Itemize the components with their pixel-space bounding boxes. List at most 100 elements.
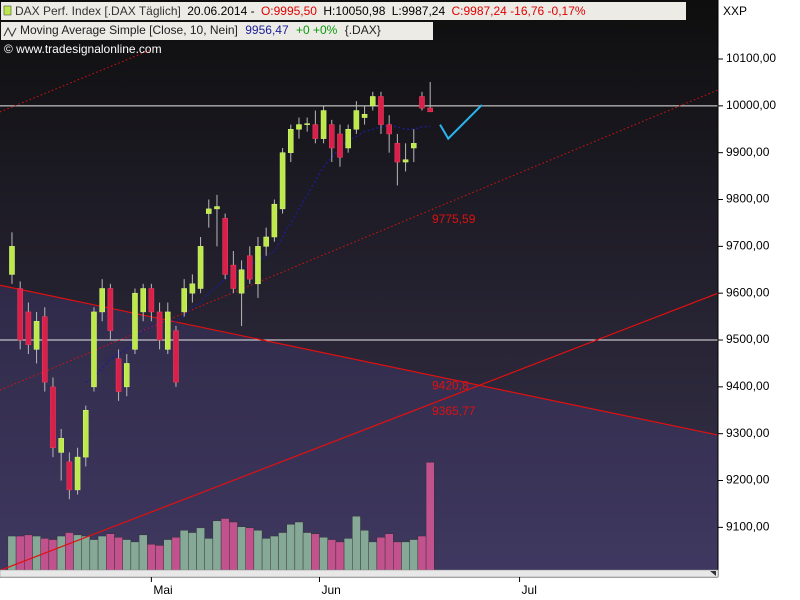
indicator-change: +0 +0%: [296, 23, 338, 37]
y-tick-label: 9400,00: [726, 379, 770, 393]
y-tick-label: 10000,00: [726, 98, 776, 112]
candle-body: [230, 264, 237, 289]
indicator: Moving Average Simple [Close, 10, Nein] …: [20, 23, 381, 37]
candle-body: [287, 129, 294, 153]
candle-body: [189, 283, 196, 294]
candle-body: [148, 288, 155, 313]
candle-body: [205, 208, 212, 214]
candle-body: [82, 410, 89, 458]
y-tick-label: 9800,00: [726, 192, 770, 206]
trendline: [0, 49, 152, 113]
x-tick-label: Jul: [522, 583, 537, 597]
candle-body: [140, 288, 146, 313]
candle-body: [238, 269, 245, 294]
candle-body: [132, 292, 138, 350]
symbol: DAX Perf. Index [.DAX Täglich]: [15, 4, 181, 18]
corner-label: XXP: [723, 4, 747, 18]
candle-body: [279, 152, 286, 210]
candle-body: [107, 288, 114, 331]
candle-body: [123, 363, 130, 388]
y-tick-label: 9300,00: [726, 426, 770, 440]
trendline: [0, 292, 718, 572]
candle-body: [337, 133, 343, 158]
volume-bar: [237, 526, 246, 577]
trendline: [0, 89, 718, 391]
indicator-box: [1, 22, 433, 40]
candle-body: [402, 159, 409, 163]
scrollbar[interactable]: [0, 569, 719, 578]
candle-body: [378, 96, 384, 125]
candle-body: [181, 288, 187, 313]
candle-body: [296, 124, 302, 130]
candle-body: [345, 129, 351, 149]
trendline: [0, 284, 718, 436]
plot-background: [0, 0, 718, 577]
candle-body: [263, 236, 269, 247]
candle-body: [164, 311, 171, 350]
low: L:9987,24: [392, 4, 446, 18]
ma-icon: [3, 26, 17, 38]
y-tick-label: 9200,00: [726, 473, 770, 487]
volume-bar: [196, 527, 205, 577]
candle-body: [410, 143, 417, 149]
y-tick-label: 9900,00: [726, 145, 770, 159]
candle-body: [17, 288, 23, 341]
indicator-symbol: {.DAX}: [345, 23, 381, 37]
candle-body: [427, 107, 433, 113]
candle-body: [328, 124, 335, 149]
candle-body: [369, 96, 376, 107]
trendline-label: 9775,59: [432, 212, 476, 226]
candle-body: [156, 311, 163, 341]
x-tick-label: Mai: [153, 583, 172, 597]
date: 20.06.2014 -: [187, 4, 254, 18]
candle-body: [214, 206, 220, 210]
candle-body: [41, 316, 48, 383]
candle-body: [25, 311, 32, 345]
indicator-value: 9956,47: [245, 23, 289, 37]
candle-body: [353, 110, 360, 130]
y-tick-label: 9700,00: [726, 239, 770, 253]
candle-body: [50, 386, 56, 448]
candle-body: [320, 110, 327, 139]
open: O:9995,50: [261, 4, 317, 18]
candle-body: [74, 456, 81, 491]
candle-icon: [3, 5, 12, 16]
indicator-name: Moving Average Simple [Close, 10, Nein]: [20, 23, 238, 37]
candle-body: [271, 203, 278, 238]
shade: [0, 285, 718, 577]
volume-bar: [212, 520, 222, 577]
x-tick-label: Jun: [321, 583, 340, 597]
header: DAX Perf. Index [.DAX Täglich] 20.06.201…: [15, 4, 586, 18]
close: C:9987,24 -16,76 -0,17%: [451, 4, 585, 18]
candle-body: [58, 438, 64, 453]
projection: [439, 104, 483, 141]
volume-bar: [294, 521, 304, 577]
volume-bar: [229, 521, 238, 577]
copyright: © www.tradesignalonline.com: [4, 42, 162, 56]
volume-bar: [286, 524, 296, 577]
candle-body: [115, 358, 122, 392]
header-box: [1, 2, 686, 20]
volume-bar: [352, 515, 361, 577]
candle-body: [394, 143, 401, 163]
y-tick-label: 9500,00: [726, 332, 770, 346]
candle-body: [361, 114, 368, 118]
candle-body: [173, 330, 179, 383]
candle-body: [386, 124, 392, 135]
trendline-label: 9420,8: [432, 378, 469, 392]
scroll-arrow[interactable]: [710, 571, 716, 576]
y-tick-label: 9100,00: [726, 520, 770, 534]
candle-body: [312, 124, 319, 139]
y-tick-label: 9600,00: [726, 285, 770, 299]
volume-bar: [425, 462, 435, 577]
volume-bar: [245, 527, 255, 577]
candle-body: [99, 288, 105, 313]
high: H:10050,98: [323, 4, 385, 18]
candle-body: [66, 461, 73, 491]
candle-body: [304, 123, 310, 125]
candle-body: [246, 255, 253, 280]
volume-bar: [220, 518, 230, 577]
y-tick-label: 10100,00: [726, 51, 776, 65]
